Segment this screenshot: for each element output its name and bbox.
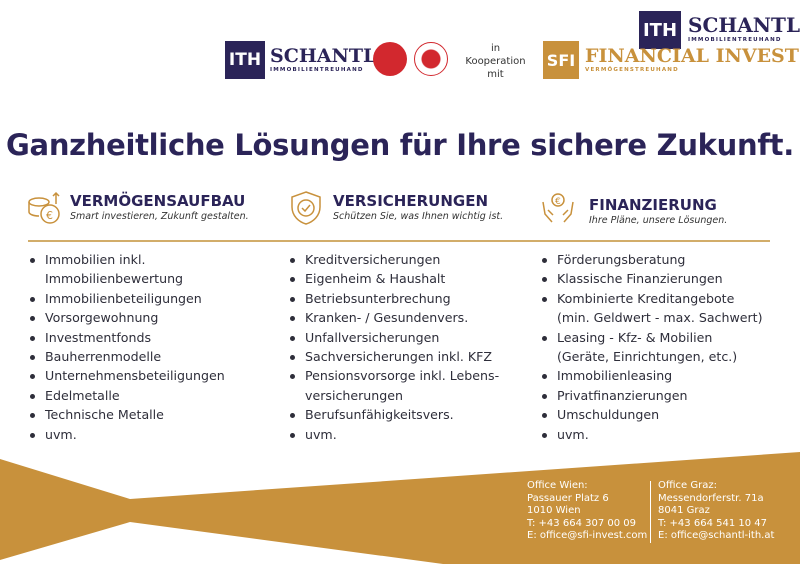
list-item: uvm. <box>540 425 763 444</box>
list-item: Immobilienleasing <box>540 366 763 385</box>
list-item: Bauherrenmodelle <box>28 347 225 366</box>
cooperation-text: in Kooperation mit <box>458 42 533 81</box>
list-item: Kranken- / Gesundenvers. <box>288 308 499 327</box>
office-line: 1010 Wien <box>527 505 581 517</box>
schantl-logo-name-top: SCHANTL <box>688 13 800 37</box>
office-line: E: office@sfi-invest.com <box>527 530 648 542</box>
column-header-finanzierung: FINANZIERUNG Ihre Pläne, unsere Lösungen… <box>589 197 727 227</box>
office-line: T: +43 664 541 10 47 <box>658 517 767 529</box>
headline: Ganzheitliche Lösungen für Ihre sichere … <box>6 128 794 162</box>
list-item: Edelmetalle <box>28 386 225 405</box>
list-item: Pensionsvorsorge inkl. Lebens- <box>288 366 499 385</box>
sfi-logo-name: FINANCIAL INVEST <box>585 45 799 67</box>
column-title: VERSICHERUNGEN <box>333 192 488 210</box>
office-line: Office Graz: <box>658 480 717 491</box>
office-line: Messendorferstr. 71a <box>658 492 764 504</box>
list-versicherungen: Kreditversicherungen Eigenheim & Haushalt… <box>288 250 499 444</box>
column-subtitle: Ihre Pläne, unsere Lösungen. <box>589 215 728 226</box>
svg-text:€: € <box>555 197 561 207</box>
list-finanzierung: Förderungsberatung Klassische Finanzierun… <box>540 250 763 444</box>
quality-broker-badge <box>373 42 407 76</box>
list-item: Kombinierte Kreditangebote <box>540 289 763 308</box>
office-line: Office Wien: <box>527 480 588 491</box>
office-wien: Office Wien: Passauer Platz 6 1010 Wien T: … <box>527 480 647 543</box>
list-item: Immobilienbewertung <box>45 271 184 287</box>
sfi-logo-mark: SFI <box>543 41 579 79</box>
shield-check-icon <box>291 191 321 225</box>
list-item: Investmentfonds <box>28 328 225 347</box>
list-item: Förderungsberatung <box>540 250 763 269</box>
list-item: Klassische Finanzierungen <box>540 269 763 288</box>
coins-euro-growth-icon: € <box>28 191 60 224</box>
column-subtitle: Schützen Sie, was Ihnen wichtig ist. <box>333 211 504 222</box>
list-item: (Geräte, Einrichtungen, etc.) <box>557 349 738 365</box>
divider <box>28 240 770 242</box>
schantl-logo-sub: IMMOBILIENTREUHAND <box>270 67 364 73</box>
list-item: uvm. <box>28 425 225 444</box>
office-line: 8041 Graz <box>658 505 710 517</box>
schantl-logo-sub-top: IMMOBILIENTREUHAND <box>688 37 782 43</box>
hands-euro-coin-icon: € <box>542 193 574 223</box>
list-item: Immobilien inkl. <box>28 250 225 269</box>
column-title: VERMÖGENSAUFBAU <box>70 192 246 210</box>
office-line: E: office@schantl-ith.at <box>658 530 775 542</box>
sfi-logo-sub: VERMÖGENSTREUHAND <box>585 67 679 73</box>
list-item: Immobilienbeteiligungen <box>28 289 225 308</box>
list-item: Betriebsunterbrechung <box>288 289 499 308</box>
office-divider <box>650 481 651 543</box>
list-vermoegensaufbau: Immobilien inkl. Immobilienbewertung Immob… <box>28 250 225 444</box>
list-item: Privatfinanzierungen <box>540 386 763 405</box>
column-header-versicherungen: VERSICHERUNGEN Schützen Sie, was Ihnen w… <box>333 193 503 223</box>
list-item: Leasing - Kfz- & Mobilien <box>540 328 763 347</box>
coop-line: mit <box>487 69 504 80</box>
list-item: Eigenheim & Haushalt <box>288 269 499 288</box>
office-line: Passauer Platz 6 <box>527 492 609 504</box>
coop-line: Kooperation <box>465 56 526 67</box>
list-item: Technische Metalle <box>28 405 225 424</box>
svg-text:€: € <box>46 209 53 222</box>
column-subtitle: Smart investieren, Zukunft gestalten. <box>70 211 249 222</box>
list-item: (min. Geldwert - max. Sachwert) <box>557 310 763 326</box>
column-header-vermoegensaufbau: VERMÖGENSAUFBAU Smart investieren, Zukun… <box>70 193 249 223</box>
schantl-logo-mark-top: ITH <box>639 11 681 49</box>
list-item: Unternehmensbeteiligungen <box>28 366 225 385</box>
coop-line: in <box>490 43 501 54</box>
list-item: versicherungen <box>305 387 403 403</box>
schantl-logo-name: SCHANTL <box>270 45 377 67</box>
list-item: uvm. <box>288 425 499 444</box>
column-title: FINANZIERUNG <box>589 196 717 214</box>
list-item: Umschuldungen <box>540 405 763 424</box>
austrian-eagle-seal <box>414 42 448 76</box>
office-line: T: +43 664 307 00 09 <box>527 517 636 529</box>
list-item: Kreditversicherungen <box>288 250 499 269</box>
list-item: Sachversicherungen inkl. KFZ <box>288 347 499 366</box>
schantl-logo-mark: ITH <box>225 41 265 79</box>
office-graz: Office Graz: Messendorferstr. 71a 8041 Gra… <box>658 480 774 543</box>
list-item: Unfallversicherungen <box>288 328 499 347</box>
list-item: Vorsorgewohnung <box>28 308 225 327</box>
list-item: Berufsunfähigkeitsvers. <box>288 405 499 424</box>
